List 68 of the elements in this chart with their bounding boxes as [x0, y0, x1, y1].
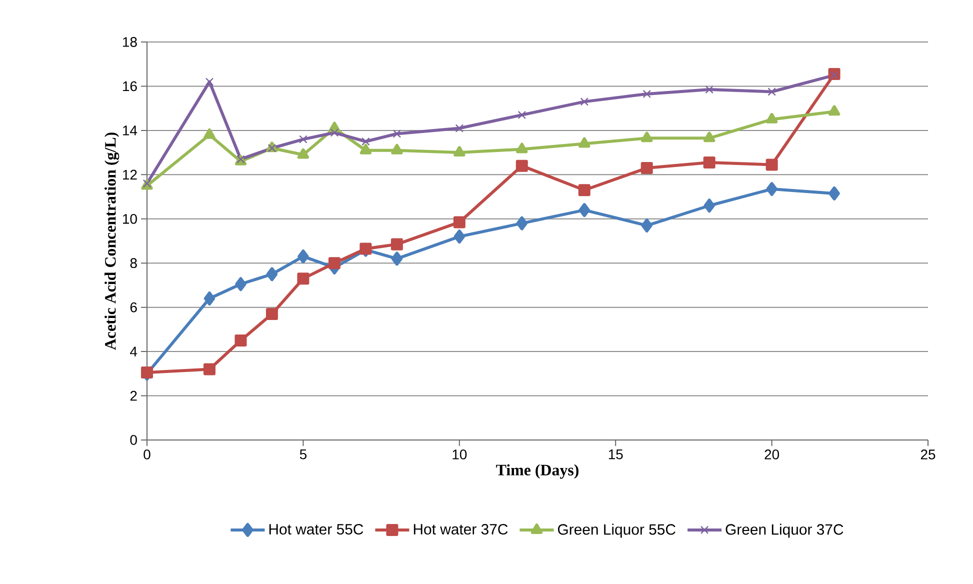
point [580, 98, 588, 106]
point [328, 257, 340, 270]
y-tick-label: 4 [130, 346, 138, 356]
point [297, 272, 310, 285]
point [454, 230, 466, 244]
point [391, 252, 403, 266]
point [828, 105, 840, 116]
legend-label: Green Liquor 37C [726, 524, 844, 538]
x-tick-label: 15 [608, 450, 623, 460]
x-tick-label: 20 [764, 450, 780, 460]
point [391, 144, 403, 154]
point [203, 363, 216, 376]
legend-label: Hot water 37C [414, 524, 508, 535]
y-tick-label: 16 [123, 81, 137, 92]
point [828, 186, 840, 200]
point [204, 128, 216, 139]
point [266, 308, 278, 320]
y-tick-label: 12 [123, 170, 137, 180]
x-tick-label: 5 [300, 450, 306, 460]
y-tick-label: 6 [130, 302, 137, 312]
point [766, 182, 778, 196]
point [641, 218, 652, 233]
y-tick-label: 10 [123, 214, 137, 224]
point [234, 334, 247, 346]
point [766, 158, 778, 171]
point [266, 267, 278, 282]
point [362, 137, 370, 146]
point [453, 216, 466, 228]
point [454, 146, 466, 157]
y-axis-title: Acetic Acid Concentration (g/L) [104, 132, 120, 350]
point [455, 124, 464, 132]
y-tick-label: 8 [130, 258, 137, 268]
y-tick-label: 18 [123, 37, 137, 47]
x-tick-label: 25 [920, 450, 936, 460]
x-tick-label: 0 [144, 450, 150, 460]
point [235, 277, 246, 292]
x-tick-label: 10 [452, 450, 467, 460]
point [641, 132, 653, 142]
point [298, 249, 309, 264]
point [766, 112, 778, 124]
point [578, 203, 590, 218]
point [578, 137, 590, 148]
point [390, 238, 403, 250]
point [330, 128, 339, 137]
point [830, 71, 838, 80]
y-tick-label: 14 [123, 126, 138, 136]
point [642, 90, 651, 98]
point [578, 184, 590, 196]
point [204, 291, 216, 306]
point [704, 198, 715, 213]
legend-label: Green Liquor 55C [558, 524, 676, 538]
point [392, 130, 402, 138]
point [297, 148, 310, 159]
point [518, 110, 526, 120]
point [703, 156, 716, 169]
point [703, 132, 716, 142]
y-tick-label: 2 [130, 390, 137, 401]
point [640, 162, 653, 174]
point [516, 160, 528, 172]
point [705, 85, 714, 94]
point [516, 216, 528, 230]
point [516, 142, 528, 154]
y-tick-label: 0 [130, 435, 137, 445]
point [299, 135, 308, 144]
x-axis-title: Time (Days) [496, 464, 578, 479]
point [768, 88, 776, 96]
legend-label: Hot water 55C [269, 524, 364, 535]
point [360, 144, 372, 154]
